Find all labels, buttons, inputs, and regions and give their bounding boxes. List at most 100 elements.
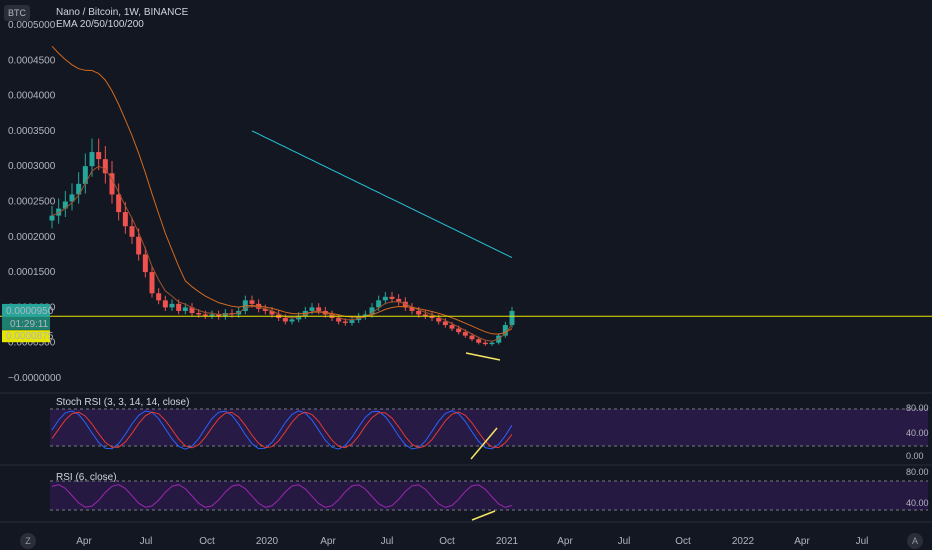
candle-body bbox=[182, 307, 188, 311]
time-tick-label: Jul bbox=[381, 536, 394, 547]
stoch-tick-label: 80.00 bbox=[906, 403, 929, 413]
time-tick-label: Jul bbox=[856, 536, 869, 547]
symbol-badge[interactable]: BTC bbox=[4, 5, 30, 21]
current-price-label: 0.0000950 bbox=[6, 306, 54, 317]
current-price-tag bbox=[2, 303, 50, 317]
divergence-line-main bbox=[465, 352, 501, 361]
candle-body bbox=[89, 152, 95, 167]
candle-body bbox=[209, 314, 215, 316]
time-tick-label: 2021 bbox=[496, 536, 519, 547]
candle-body bbox=[116, 194, 122, 213]
time-tick-label: Apr bbox=[76, 536, 92, 547]
candle-body bbox=[482, 342, 488, 345]
stoch-k-line bbox=[51, 410, 513, 450]
price-tick-label: 0.0004000 bbox=[8, 91, 56, 102]
candle-body bbox=[462, 332, 468, 336]
auto-scale-button[interactable]: A bbox=[907, 533, 923, 549]
candle-body bbox=[369, 307, 375, 315]
stoch-d-line bbox=[51, 411, 513, 449]
candle-body bbox=[156, 293, 162, 301]
candle-body bbox=[402, 301, 408, 308]
candle-body bbox=[62, 201, 68, 209]
divergence-line-stoch bbox=[470, 427, 498, 460]
candle-body bbox=[176, 303, 182, 311]
candle-body bbox=[122, 212, 128, 227]
candle-body bbox=[382, 296, 388, 301]
stoch-label: Stoch RSI (3, 3, 14, 14, close) bbox=[56, 397, 189, 408]
candle-body bbox=[56, 208, 62, 216]
candle-body bbox=[476, 339, 482, 343]
candle-body bbox=[456, 328, 462, 333]
rsi-label: RSI (6, close) bbox=[56, 472, 117, 483]
price-tick-label: 0.0003000 bbox=[8, 161, 56, 172]
candle-body bbox=[349, 320, 355, 323]
candle-body bbox=[82, 166, 88, 184]
time-tick-label: Oct bbox=[199, 536, 215, 547]
stoch-band bbox=[50, 409, 928, 446]
price-tick-label: 0.0002500 bbox=[8, 197, 56, 208]
candle-body bbox=[76, 183, 82, 195]
candle-body bbox=[389, 296, 395, 299]
candle-body bbox=[142, 254, 148, 273]
candle-body bbox=[189, 307, 195, 314]
ema-200-line bbox=[251, 130, 513, 259]
stoch-tick-label: 40.00 bbox=[906, 428, 929, 438]
price-tick-label: 0.0002000 bbox=[8, 232, 56, 243]
candle-body bbox=[342, 321, 348, 323]
rsi-line bbox=[51, 484, 513, 508]
candle-body bbox=[429, 315, 435, 318]
candle-body bbox=[309, 307, 315, 311]
candle-body bbox=[296, 315, 302, 320]
line-price-tag bbox=[2, 330, 50, 343]
candle-body bbox=[222, 313, 228, 317]
candle-body bbox=[469, 335, 475, 340]
candle-body bbox=[316, 307, 322, 311]
price-tick-label: 0.0003500 bbox=[8, 126, 56, 137]
candle-body bbox=[196, 313, 202, 315]
price-tick-label: 0.0000500 bbox=[8, 338, 56, 349]
candle-body bbox=[509, 310, 515, 326]
time-tick-label: Jul bbox=[140, 536, 153, 547]
candle-body bbox=[376, 300, 382, 308]
time-tick-label: Apr bbox=[320, 536, 336, 547]
candle-body bbox=[282, 317, 288, 322]
price-tick-label: −0.0000000 bbox=[8, 373, 62, 384]
candle-body bbox=[169, 303, 175, 308]
candle-body bbox=[216, 314, 222, 317]
price-tick-label: 0.0004500 bbox=[8, 55, 56, 66]
candle-body bbox=[96, 152, 102, 160]
candle-body bbox=[409, 307, 415, 311]
time-tick-label: Jul bbox=[618, 536, 631, 547]
time-tick-label: Apr bbox=[557, 536, 573, 547]
divergence-line-rsi bbox=[471, 510, 496, 521]
price-tick-label: 0.0005000 bbox=[8, 20, 56, 31]
candle-body bbox=[449, 325, 455, 329]
candle-body bbox=[69, 194, 75, 202]
candle-body bbox=[49, 215, 55, 221]
countdown-tag bbox=[2, 316, 50, 330]
stoch-tick-label: 0.00 bbox=[906, 451, 924, 461]
candle-body bbox=[129, 226, 135, 237]
time-tick-label: 2022 bbox=[732, 536, 755, 547]
candle-body bbox=[362, 314, 368, 317]
candle-body bbox=[249, 300, 255, 304]
candle-body bbox=[502, 325, 508, 336]
ema-50-line bbox=[51, 45, 513, 335]
line-price-label: 0.0000875 bbox=[6, 331, 54, 342]
candle-body bbox=[202, 314, 208, 316]
rsi-band bbox=[50, 481, 928, 510]
candle-body bbox=[289, 319, 295, 322]
time-tick-label: Oct bbox=[675, 536, 691, 547]
candle-body bbox=[489, 342, 495, 345]
candle-body bbox=[396, 298, 402, 302]
candle-body bbox=[262, 308, 268, 311]
log-scale-button[interactable]: Z bbox=[20, 533, 36, 549]
candle-body bbox=[269, 310, 275, 315]
candle-body bbox=[442, 321, 448, 326]
countdown-label: 01:29:11 bbox=[10, 319, 49, 330]
rsi-tick-label: 80.00 bbox=[906, 467, 929, 477]
time-tick-label: Apr bbox=[794, 536, 810, 547]
candle-body bbox=[436, 317, 442, 322]
